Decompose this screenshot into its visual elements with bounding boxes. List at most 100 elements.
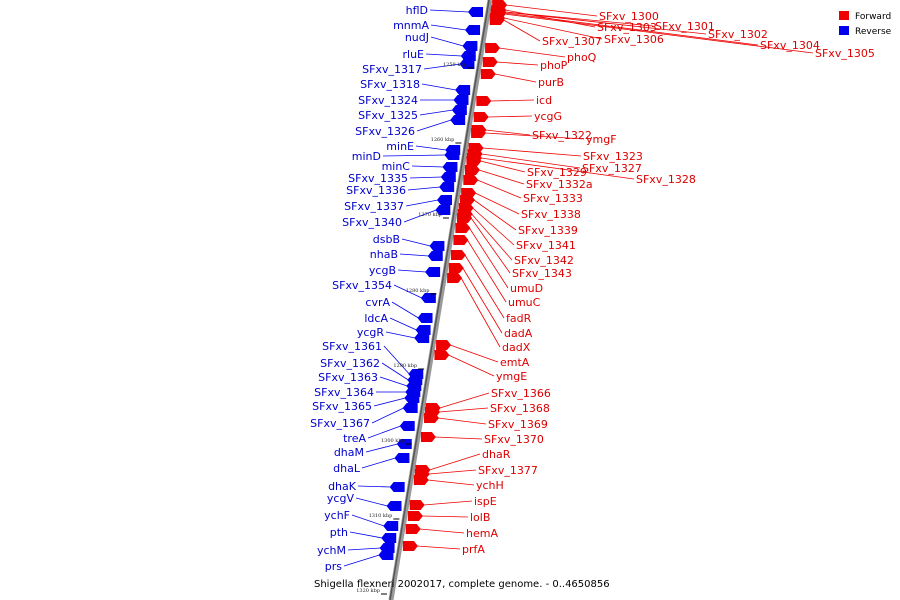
map-title: Shigella flexneri 2002017, complete geno… — [314, 579, 610, 590]
reverse-gene-feature — [399, 421, 415, 431]
legend-reverse-label: Reverse — [855, 27, 892, 37]
forward-gene-feature — [448, 263, 464, 273]
reverse-gene-label: minD — [352, 150, 381, 163]
forward-gene-label: SFxv_1343 — [512, 267, 572, 280]
reverse-gene-feature — [425, 267, 441, 277]
tick-label: 1300 kbp — [381, 438, 405, 444]
forward-gene-feature — [463, 175, 479, 185]
forward-gene-feature — [436, 340, 452, 350]
reverse-gene-label: SFxv_1317 — [362, 63, 422, 76]
forward-gene-label: purB — [538, 76, 564, 89]
forward-gene-label: SFxv_1303 — [597, 21, 657, 34]
gene-labels: SFxv_1300SFxv_1303SFxv_1301SFxv_1302SFxv… — [310, 4, 875, 573]
tick-label: 1260 kbp — [431, 137, 455, 143]
reverse-gene-feature — [417, 313, 433, 323]
forward-leader-line — [474, 192, 520, 215]
forward-gene-feature — [402, 541, 418, 551]
forward-gene-label: umuC — [508, 296, 541, 309]
forward-leader-line — [477, 179, 522, 199]
reverse-leader-line — [351, 514, 385, 527]
reverse-leader-line — [421, 83, 457, 91]
forward-leader-line — [473, 199, 517, 231]
forward-leader-line — [464, 254, 505, 319]
forward-gene-feature — [464, 165, 480, 175]
forward-gene-feature — [420, 432, 436, 442]
reverse-gene-feature — [455, 85, 471, 95]
reverse-leader-line — [357, 485, 391, 488]
forward-leader-line — [467, 239, 507, 303]
forward-leader-line — [503, 19, 541, 42]
forward-gene-label: SFxv_1341 — [516, 239, 576, 252]
reverse-gene-label: hflD — [406, 4, 428, 17]
forward-gene-feature — [413, 475, 429, 485]
forward-leader-line — [490, 99, 535, 102]
forward-leader-line — [506, 4, 598, 17]
reverse-leader-line — [365, 443, 398, 453]
forward-gene-label: emtA — [500, 356, 530, 369]
forward-gene-label: SFxv_1328 — [636, 173, 696, 186]
forward-gene-label: SFxv_1370 — [484, 433, 544, 446]
forward-leader-line — [504, 13, 814, 54]
reverse-gene-label: prs — [325, 560, 343, 573]
reverse-gene-label: pth — [330, 526, 348, 539]
reverse-leader-line — [381, 362, 409, 381]
forward-gene-feature — [485, 43, 501, 53]
reverse-leader-line — [367, 425, 401, 439]
reverse-leader-line — [383, 345, 410, 375]
reverse-gene-label: SFxv_1365 — [312, 400, 372, 413]
reverse-gene-feature — [396, 439, 412, 449]
reverse-gene-feature — [386, 501, 402, 511]
forward-leader-line — [482, 147, 582, 157]
forward-leader-line — [469, 227, 509, 289]
forward-gene-feature — [434, 350, 450, 360]
reverse-gene-label: SFxv_1318 — [360, 78, 420, 91]
reverse-gene-label: minC — [382, 160, 411, 173]
forward-leader-line — [427, 479, 475, 486]
reverse-gene-label: SFxv_1337 — [344, 200, 404, 213]
forward-gene-label: SFxv_1377 — [478, 464, 538, 477]
tick-label: 1280 kbp — [406, 288, 430, 294]
forward-gene-feature — [409, 500, 425, 510]
reverse-gene-label: cvrA — [365, 296, 390, 309]
forward-gene-label: SFxv_1368 — [490, 402, 550, 415]
reverse-gene-label: ychF — [324, 509, 350, 522]
reverse-gene-feature — [378, 550, 394, 560]
forward-gene-feature — [460, 195, 475, 205]
forward-gene-label: SFxv_1366 — [491, 387, 551, 400]
reverse-leader-line — [430, 36, 464, 47]
reverse-gene-label: SFxv_1335 — [348, 172, 408, 185]
forward-leader-line — [485, 132, 585, 140]
reverse-gene-label: rluE — [402, 48, 424, 61]
reverse-gene-label: dhaL — [333, 462, 361, 475]
reverse-gene-label: SFxv_1361 — [322, 340, 382, 353]
reverse-leader-line — [389, 317, 417, 331]
forward-gene-label: SFxv_1304 — [760, 39, 820, 52]
forward-gene-feature — [489, 15, 505, 25]
forward-leader-line — [472, 207, 515, 246]
forward-gene-label: SFxv_1338 — [521, 208, 581, 221]
legend-forward-label: Forward — [855, 12, 891, 22]
reverse-gene-label: nhaB — [370, 248, 398, 261]
reverse-leader-line — [379, 376, 408, 387]
reverse-gene-label: dhaM — [334, 446, 364, 459]
reverse-gene-feature — [383, 521, 399, 531]
forward-leader-line — [437, 417, 487, 425]
tick-marks: 1250 kbp 1260 kbp 1270 kbp 1280 kbp 1290 kbp… — [356, 62, 474, 595]
reverse-gene-feature — [427, 251, 443, 261]
leader-lines — [343, 4, 814, 567]
reverse-leader-line — [343, 554, 380, 567]
reverse-leader-line — [403, 209, 437, 223]
reverse-leader-line — [405, 199, 439, 207]
reverse-leader-line — [399, 253, 429, 257]
forward-gene-label: SFxv_1329 — [527, 166, 587, 179]
forward-leader-line — [460, 277, 501, 348]
forward-leader-line — [421, 515, 469, 518]
reverse-leader-line — [429, 9, 470, 13]
forward-leader-line — [496, 61, 539, 66]
reverse-gene-feature — [440, 172, 456, 182]
forward-leader-line — [470, 217, 511, 274]
forward-leader-line — [448, 354, 495, 377]
forward-leader-line — [499, 47, 566, 58]
forward-leader-line — [434, 436, 483, 440]
